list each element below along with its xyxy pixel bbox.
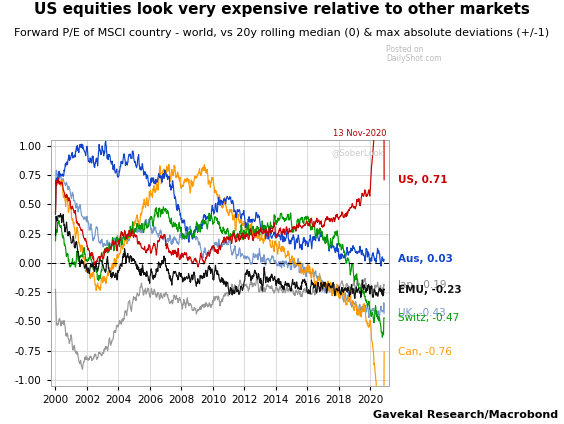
Text: Forward P/E of MSCI country - world, vs 20y rolling median (0) & max absolute de: Forward P/E of MSCI country - world, vs … [15, 28, 549, 38]
Text: Switz, -0.47: Switz, -0.47 [398, 313, 459, 323]
Text: 13 Nov-2020: 13 Nov-2020 [333, 129, 386, 138]
Text: US equities look very expensive relative to other markets: US equities look very expensive relative… [34, 2, 530, 17]
Text: DailyShot.com: DailyShot.com [386, 54, 442, 63]
Text: US, 0.71: US, 0.71 [398, 175, 447, 185]
Text: Posted on: Posted on [386, 45, 424, 53]
Text: Can, -0.76: Can, -0.76 [398, 347, 452, 357]
Text: EMU, -0.23: EMU, -0.23 [398, 285, 461, 295]
Text: Gavekal Research/Macrobond: Gavekal Research/Macrobond [373, 410, 558, 420]
Text: UK, -0.43: UK, -0.43 [398, 308, 446, 318]
Text: Jap, -0.19: Jap, -0.19 [398, 280, 447, 290]
Text: Aus, 0.03: Aus, 0.03 [398, 254, 452, 265]
Text: @SoberLook: @SoberLook [331, 148, 384, 157]
